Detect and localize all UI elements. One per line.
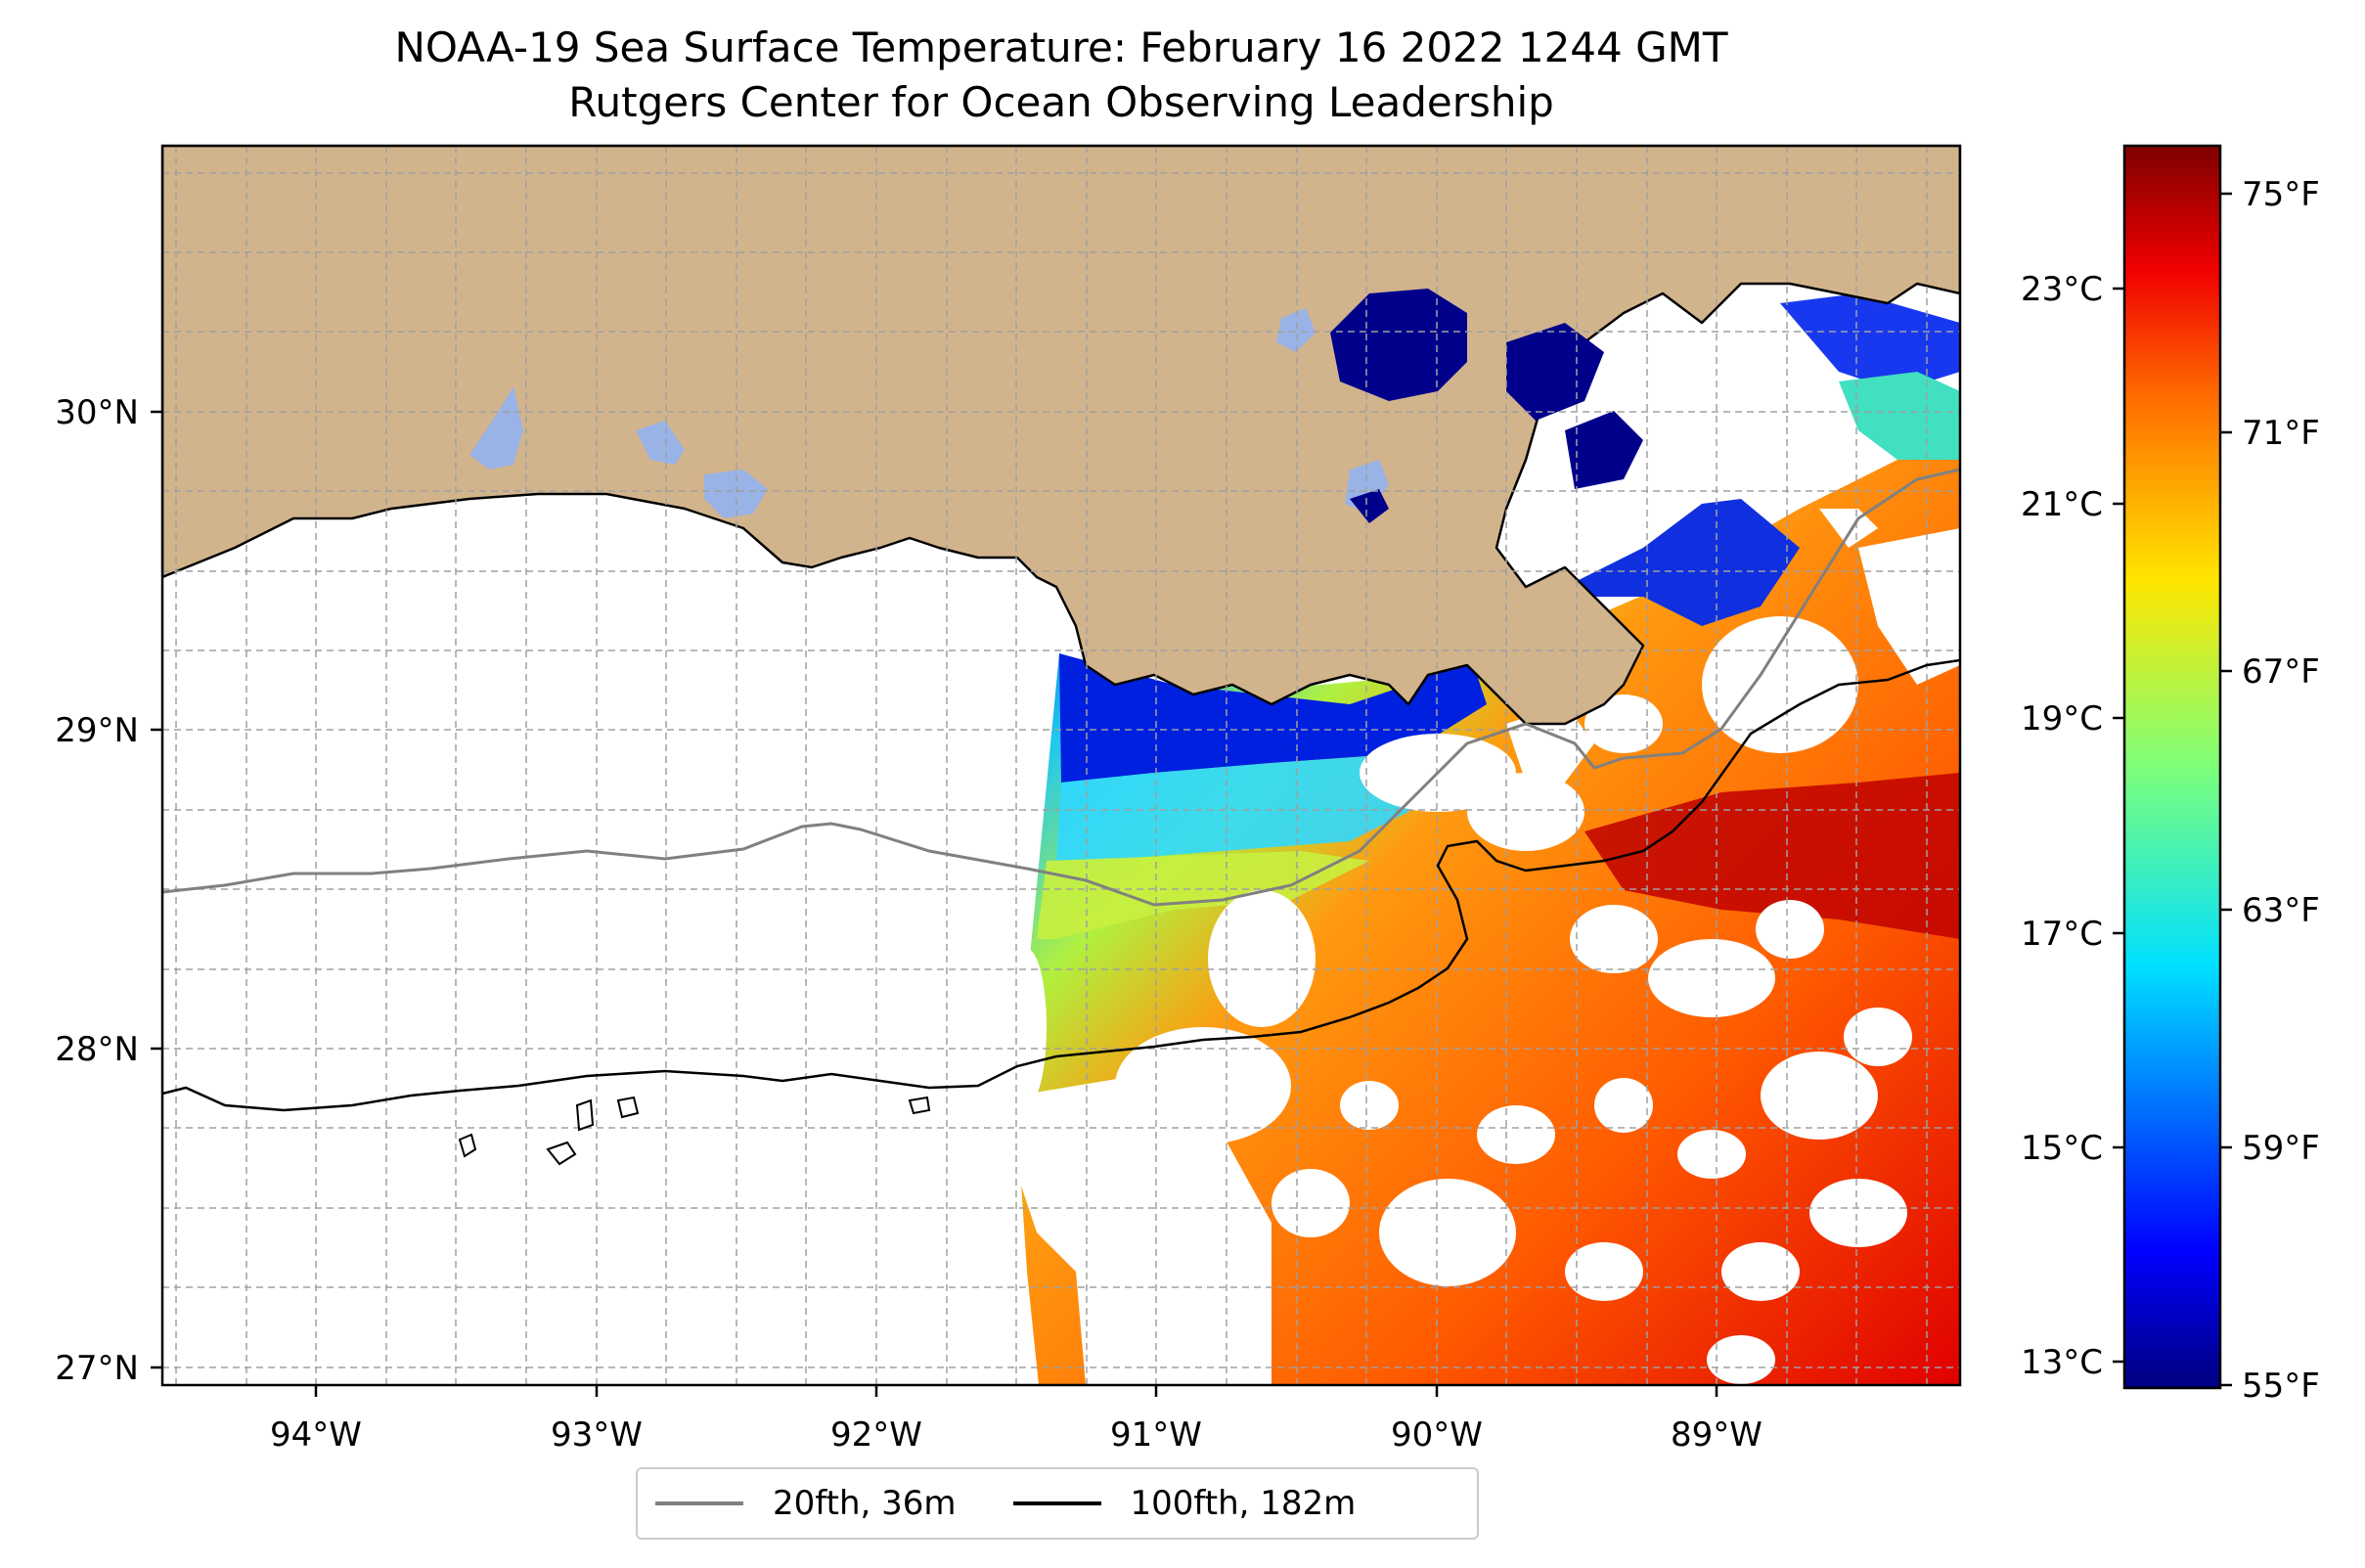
sst-green-band — [1037, 851, 1369, 939]
x-tick-label: 91°W — [1110, 1415, 1202, 1455]
colorbar-celsius-label: 17°C — [2021, 915, 2103, 954]
y-tick-label: 27°N — [55, 1349, 139, 1388]
colorbar-celsius-label: 19°C — [2021, 699, 2103, 739]
sst-warm-core — [1584, 773, 1960, 939]
x-tick-label: 94°W — [270, 1415, 362, 1455]
colorbar-fahrenheit-label: 67°F — [2242, 652, 2320, 692]
map-area — [162, 146, 1960, 1385]
colorbar-celsius-label: 13°C — [2021, 1343, 2103, 1382]
colorbar-fahrenheit-label: 75°F — [2242, 175, 2320, 214]
colorbar: 13°C 15°C 17°C 19°C 21°C 23°C 55°F 59°F … — [2021, 144, 2320, 1406]
colorbar-celsius-axis: 13°C 15°C 17°C 19°C 21°C 23°C — [2021, 270, 2124, 1382]
colorbar-fahrenheit-label: 59°F — [2242, 1129, 2320, 1168]
y-tick-label: 30°N — [55, 393, 139, 432]
sst-blue-ne — [1780, 293, 1960, 391]
inland-water — [469, 308, 1389, 518]
isobath-20fth — [162, 468, 1960, 907]
y-axis-ticks: 27°N 28°N 29°N 30°N — [55, 393, 162, 1388]
sst-cyan-band — [1056, 753, 1428, 861]
y-tick-label: 29°N — [55, 711, 139, 750]
x-axis-ticks: 94°W 93°W 92°W 91°W 90°W 89°W — [270, 1385, 1763, 1455]
colorbar-celsius-label: 15°C — [2021, 1129, 2103, 1168]
cloud-gaps — [1007, 372, 1960, 1385]
x-tick-label: 93°W — [551, 1415, 643, 1455]
map-subtitle: Rutgers Center for Ocean Observing Leade… — [568, 78, 1554, 126]
colorbar-fahrenheit-label: 71°F — [2242, 414, 2320, 453]
colorbar-gradient — [2122, 144, 2222, 1390]
legend-label-20fth: 20fth, 36m — [773, 1484, 957, 1523]
colorbar-fahrenheit-label: 55°F — [2242, 1366, 2320, 1406]
map-gridlines — [162, 146, 1960, 1385]
colorbar-celsius-label: 23°C — [2021, 270, 2103, 309]
x-tick-label: 92°W — [830, 1415, 922, 1455]
map-frame — [160, 144, 1962, 1387]
colorbar-fahrenheit-label: 63°F — [2242, 891, 2320, 930]
isobath-legend: 20fth, 36m 100fth, 182m — [636, 1467, 1479, 1540]
dark-water-lakes — [1330, 289, 1643, 523]
land-mass — [162, 146, 1960, 726]
map-title: NOAA-19 Sea Surface Temperature: Februar… — [394, 23, 1728, 71]
colorbar-celsius-label: 21°C — [2021, 485, 2103, 524]
sst-cyan-ne — [1839, 372, 1960, 460]
legend-item-100fth: 100fth, 182m — [1012, 1484, 1357, 1523]
legend-item-20fth: 20fth, 36m — [655, 1484, 957, 1523]
y-tick-label: 28°N — [55, 1030, 139, 1069]
sst-field — [1007, 293, 1960, 1385]
x-tick-label: 89°W — [1671, 1415, 1763, 1455]
isobath-100fth — [162, 658, 1960, 1112]
legend-label-100fth: 100fth, 182m — [1130, 1484, 1357, 1523]
x-tick-label: 90°W — [1391, 1415, 1483, 1455]
colorbar-fahrenheit-axis: 55°F 59°F 63°F 67°F 71°F 75°F — [2220, 175, 2320, 1406]
legend-black-line-swatch — [1012, 1501, 1101, 1505]
legend-gray-line-swatch — [655, 1501, 743, 1505]
island-outlines — [458, 1096, 931, 1166]
